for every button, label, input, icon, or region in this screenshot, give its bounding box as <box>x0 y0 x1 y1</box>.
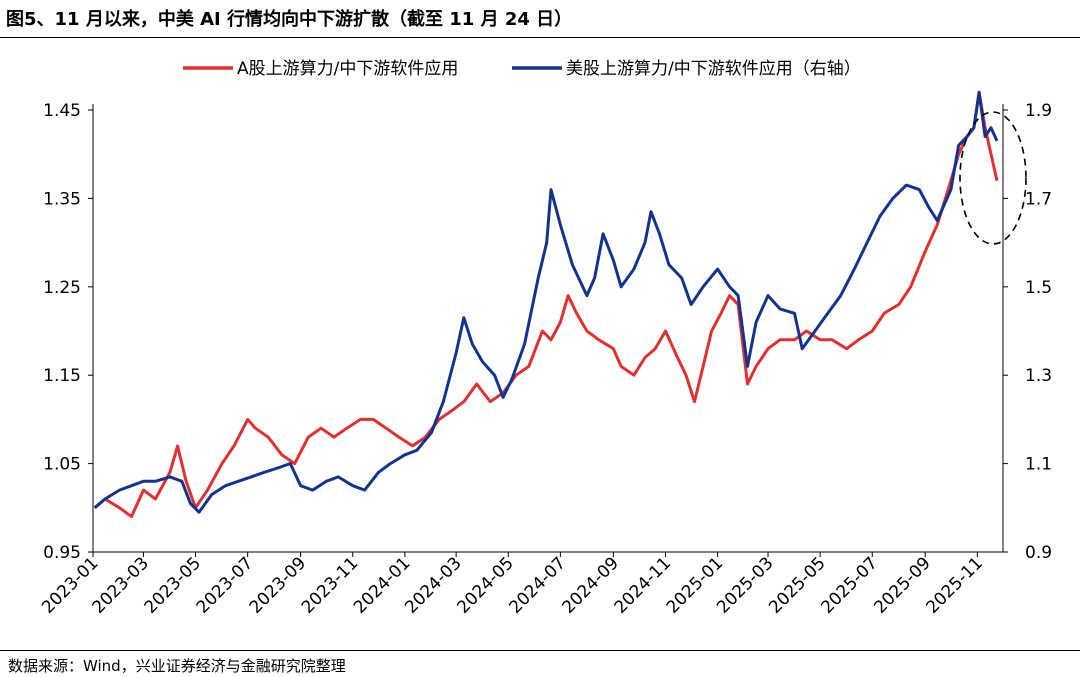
series-group <box>93 90 999 519</box>
right-tick-label: 1.5 <box>1025 278 1052 298</box>
x-tick-label: 2024-09 <box>559 553 623 617</box>
left-tick-label: 1.45 <box>43 101 81 121</box>
left-tick-label: 1.15 <box>43 366 81 386</box>
right-tick-label: 0.9 <box>1025 543 1052 563</box>
series-line-2 <box>93 90 999 514</box>
x-tick-label: 2024-03 <box>401 553 465 617</box>
right-tick-label: 1.3 <box>1025 366 1052 386</box>
x-tick-label: 2023-05 <box>141 553 205 617</box>
left-tick-label: 0.95 <box>43 543 81 563</box>
footer-divider <box>0 650 1080 651</box>
title-divider <box>0 37 1080 38</box>
series-line-1 <box>93 90 999 519</box>
source-note: 数据来源：Wind，兴业证券经济与金融研究院整理 <box>8 657 346 675</box>
right-tick-label: 1.9 <box>1025 101 1052 121</box>
chart-title: 图5、11 月以来，中美 AI 行情均向中下游扩散（截至 11 月 24 日） <box>6 9 573 30</box>
legend: A股上游算力/中下游软件应用 美股上游算力/中下游软件应用（右轴） <box>183 59 861 79</box>
x-tick-label: 2024-11 <box>611 553 675 617</box>
legend-label-1: A股上游算力/中下游软件应用 <box>237 59 458 79</box>
x-tick-label: 2023-11 <box>298 553 362 617</box>
x-tick-label: 2025-11 <box>923 553 987 617</box>
highlight-ellipse <box>959 111 1027 245</box>
x-tick-label: 2024-05 <box>453 553 517 617</box>
left-tick-label: 1.05 <box>43 455 81 475</box>
axes: 0.95 1.05 1.15 1.25 1.35 1.45 0.9 1.1 1.3 1.5 1.7 1… <box>38 101 1052 618</box>
x-tick-label: 2025-03 <box>713 553 777 617</box>
left-tick-label: 1.25 <box>43 278 81 298</box>
x-tick-label: 2024-07 <box>506 553 570 617</box>
left-tick-label: 1.35 <box>43 189 81 209</box>
right-tick-label: 1.7 <box>1025 189 1052 209</box>
x-tick-label: 2025-07 <box>817 553 881 617</box>
x-tick-label: 2025-09 <box>870 553 934 617</box>
x-tick-label: 2023-09 <box>246 553 310 617</box>
chart: A股上游算力/中下游软件应用 美股上游算力/中下游软件应用（右轴） 0.95 1.0… <box>38 59 1052 618</box>
x-tick-label: 2023-07 <box>193 553 257 617</box>
x-tick-label: 2025-05 <box>765 553 829 617</box>
right-tick-label: 1.1 <box>1025 455 1052 475</box>
legend-label-2: 美股上游算力/中下游软件应用（右轴） <box>566 59 861 79</box>
x-tick-label: 2023-03 <box>89 553 153 617</box>
